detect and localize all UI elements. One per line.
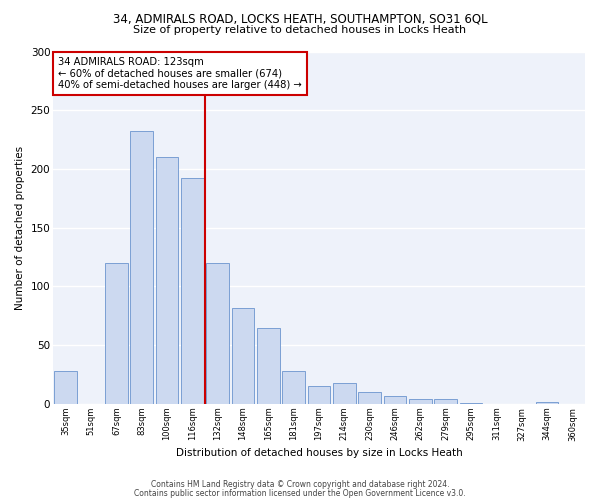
Y-axis label: Number of detached properties: Number of detached properties xyxy=(15,146,25,310)
Bar xyxy=(308,386,331,404)
Text: 34 ADMIRALS ROAD: 123sqm
← 60% of detached houses are smaller (674)
40% of semi-: 34 ADMIRALS ROAD: 123sqm ← 60% of detach… xyxy=(58,57,302,90)
Bar xyxy=(105,263,128,404)
Text: 34, ADMIRALS ROAD, LOCKS HEATH, SOUTHAMPTON, SO31 6QL: 34, ADMIRALS ROAD, LOCKS HEATH, SOUTHAMP… xyxy=(113,12,487,26)
Bar xyxy=(283,371,305,404)
Bar xyxy=(358,392,381,404)
Bar xyxy=(55,371,77,404)
Bar xyxy=(460,402,482,404)
Bar xyxy=(257,328,280,404)
Bar xyxy=(434,399,457,404)
X-axis label: Distribution of detached houses by size in Locks Heath: Distribution of detached houses by size … xyxy=(176,448,463,458)
Text: Contains public sector information licensed under the Open Government Licence v3: Contains public sector information licen… xyxy=(134,488,466,498)
Text: Size of property relative to detached houses in Locks Heath: Size of property relative to detached ho… xyxy=(133,25,467,35)
Bar xyxy=(536,402,559,404)
Bar xyxy=(232,308,254,404)
Bar xyxy=(383,396,406,404)
Bar xyxy=(206,263,229,404)
Bar xyxy=(130,132,153,404)
Bar xyxy=(155,157,178,404)
Text: Contains HM Land Registry data © Crown copyright and database right 2024.: Contains HM Land Registry data © Crown c… xyxy=(151,480,449,489)
Bar xyxy=(181,178,204,404)
Bar xyxy=(333,383,356,404)
Bar xyxy=(409,399,432,404)
